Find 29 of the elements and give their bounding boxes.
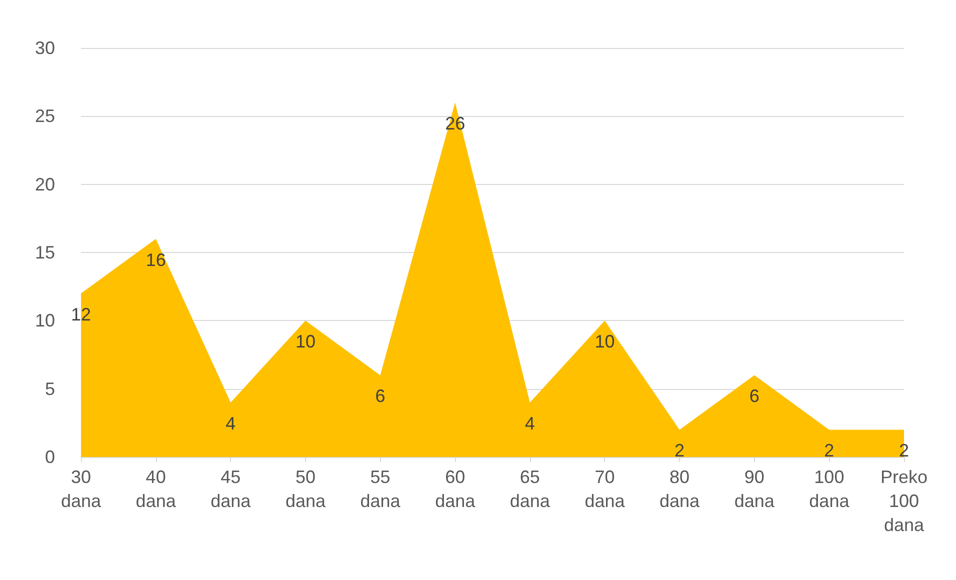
x-tick-label: 65 dana xyxy=(510,467,551,511)
y-tick-label: 0 xyxy=(44,447,55,467)
x-tick-label: 55 dana xyxy=(360,467,402,511)
data-label: 10 xyxy=(594,332,615,352)
y-tick-label: 10 xyxy=(34,310,55,331)
x-tick-label: 80 dana xyxy=(660,467,701,511)
y-tick-label: 30 xyxy=(34,38,55,58)
x-tick-label: 45 dana xyxy=(210,467,252,511)
x-tick-label: 60 dana xyxy=(435,467,476,511)
data-label: 16 xyxy=(146,250,166,270)
x-tick-label: 70 dana xyxy=(584,467,626,511)
y-tick-label: 25 xyxy=(34,106,55,126)
y-tick-label: 15 xyxy=(34,242,55,262)
data-label: 6 xyxy=(375,386,386,406)
data-label: 2 xyxy=(824,440,834,461)
y-tick-label: 5 xyxy=(44,378,55,399)
x-tick-label: 90 dana xyxy=(734,467,776,511)
x-tick-label: 50 dana xyxy=(285,467,326,511)
data-label: 10 xyxy=(295,332,316,352)
x-tick-label: 30 dana xyxy=(60,467,102,511)
data-label: 6 xyxy=(749,386,760,406)
data-label: 2 xyxy=(674,440,685,461)
y-tick-label: 20 xyxy=(34,174,55,194)
data-label: 4 xyxy=(226,413,236,434)
x-tick-label: Preko 100 dana xyxy=(880,467,928,535)
data-label: 4 xyxy=(524,413,535,434)
x-tick-label: 100 dana xyxy=(809,467,850,511)
data-label: 2 xyxy=(898,440,910,461)
x-tick-label: 40 dana xyxy=(136,467,177,511)
